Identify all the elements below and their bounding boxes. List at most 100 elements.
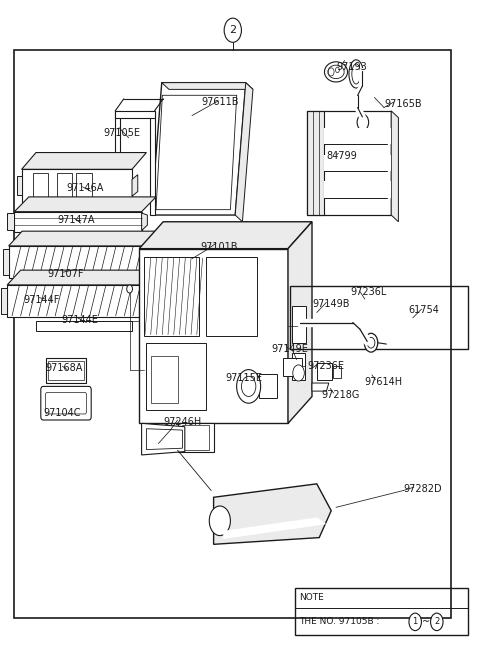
Bar: [151, 356, 178, 403]
Polygon shape: [3, 249, 9, 275]
Text: 97146A: 97146A: [66, 183, 104, 193]
Text: 2: 2: [434, 618, 439, 626]
Polygon shape: [307, 111, 324, 215]
Text: 97147A: 97147A: [58, 216, 95, 225]
Bar: [283, 358, 302, 376]
Text: 97611B: 97611B: [202, 97, 239, 107]
FancyBboxPatch shape: [46, 392, 86, 414]
Text: 1: 1: [413, 618, 418, 626]
Polygon shape: [7, 270, 160, 285]
Circle shape: [127, 285, 132, 293]
Text: 97105E: 97105E: [103, 128, 140, 138]
Bar: [76, 173, 92, 198]
Polygon shape: [145, 253, 151, 271]
Polygon shape: [115, 111, 120, 215]
Text: 97144E: 97144E: [61, 315, 98, 325]
Polygon shape: [36, 321, 132, 331]
Circle shape: [209, 506, 230, 536]
Polygon shape: [288, 222, 312, 423]
FancyBboxPatch shape: [41, 386, 91, 420]
Text: 97236L: 97236L: [350, 287, 387, 296]
Text: ~: ~: [422, 617, 431, 627]
Text: 97149B: 97149B: [312, 299, 349, 308]
Ellipse shape: [324, 62, 348, 82]
Polygon shape: [7, 285, 146, 317]
Polygon shape: [150, 111, 155, 215]
Bar: [333, 366, 341, 378]
Bar: [290, 286, 468, 349]
Text: 97115E: 97115E: [226, 373, 263, 382]
Bar: [317, 363, 332, 380]
Polygon shape: [142, 213, 147, 230]
Polygon shape: [324, 155, 391, 171]
Polygon shape: [115, 111, 155, 118]
Polygon shape: [307, 111, 391, 215]
Polygon shape: [14, 197, 156, 212]
Bar: [57, 173, 72, 198]
Polygon shape: [22, 169, 132, 202]
Polygon shape: [214, 484, 331, 544]
Polygon shape: [132, 175, 138, 196]
Text: 97236E: 97236E: [307, 361, 344, 370]
Polygon shape: [22, 153, 146, 169]
Text: 97104C: 97104C: [43, 409, 81, 418]
Polygon shape: [139, 222, 312, 249]
Circle shape: [409, 613, 421, 630]
Polygon shape: [9, 246, 145, 278]
Circle shape: [328, 68, 334, 76]
Polygon shape: [139, 249, 288, 423]
Ellipse shape: [328, 65, 344, 79]
Bar: [292, 306, 306, 343]
Bar: [206, 257, 257, 336]
Text: 97149E: 97149E: [271, 345, 308, 354]
Polygon shape: [17, 176, 22, 195]
Polygon shape: [9, 231, 159, 246]
Bar: [292, 353, 305, 380]
Circle shape: [364, 333, 378, 352]
Text: 97168A: 97168A: [46, 364, 83, 373]
Ellipse shape: [349, 60, 363, 88]
Polygon shape: [151, 83, 246, 215]
Polygon shape: [223, 517, 326, 539]
Circle shape: [293, 365, 304, 381]
Bar: [178, 423, 214, 452]
Polygon shape: [162, 83, 253, 89]
Polygon shape: [324, 181, 391, 198]
Bar: [46, 358, 86, 383]
Text: 97144F: 97144F: [23, 295, 60, 304]
Text: 97218G: 97218G: [322, 390, 360, 400]
Circle shape: [357, 114, 369, 130]
Text: 97282D: 97282D: [403, 485, 442, 494]
Circle shape: [224, 18, 241, 42]
Text: 97107F: 97107F: [47, 269, 84, 279]
Polygon shape: [312, 383, 329, 391]
Bar: [182, 425, 209, 450]
Polygon shape: [7, 213, 14, 230]
Polygon shape: [146, 292, 152, 312]
Text: 61754: 61754: [408, 306, 439, 315]
Text: 97165B: 97165B: [384, 99, 421, 109]
Polygon shape: [1, 288, 7, 314]
Polygon shape: [142, 423, 185, 455]
Ellipse shape: [352, 64, 360, 84]
Polygon shape: [14, 212, 142, 232]
Text: 84799: 84799: [326, 151, 357, 161]
Text: 97614H: 97614H: [365, 377, 403, 386]
Polygon shape: [235, 83, 253, 222]
Polygon shape: [324, 128, 391, 144]
Text: 2: 2: [229, 26, 236, 35]
Bar: [14, 50, 451, 618]
Circle shape: [237, 370, 261, 403]
Text: NOTE: NOTE: [299, 593, 324, 602]
Bar: [259, 374, 277, 398]
Bar: [146, 343, 206, 410]
Bar: [144, 257, 199, 336]
Text: 97246H: 97246H: [163, 417, 202, 427]
Text: 97193: 97193: [336, 62, 367, 72]
Text: THE NO. 97105B :: THE NO. 97105B :: [299, 618, 382, 626]
Circle shape: [336, 67, 339, 73]
Bar: [295, 588, 468, 635]
Polygon shape: [391, 111, 398, 222]
Bar: [33, 173, 48, 198]
Text: 97101B: 97101B: [201, 243, 238, 252]
